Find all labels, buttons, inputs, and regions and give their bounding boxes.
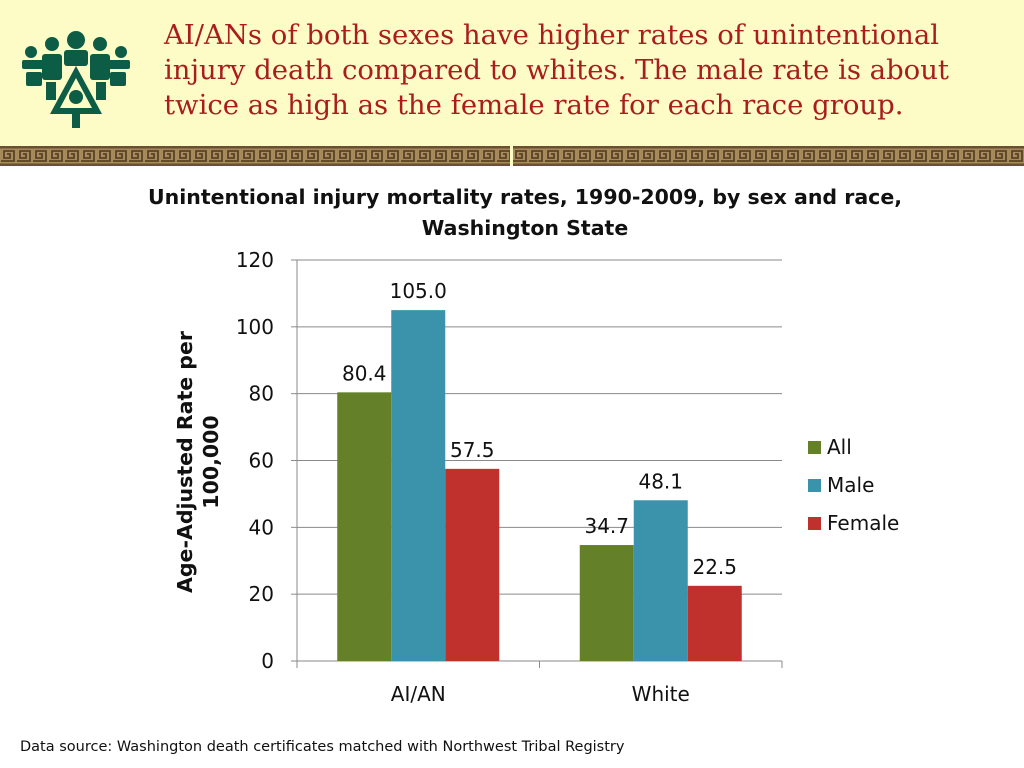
- data-label: 34.7: [584, 514, 629, 538]
- tribal-figures-logo-icon: [22, 31, 130, 128]
- decorative-pattern-band: [0, 146, 1024, 166]
- chart-title: Unintentional injury mortality rates, 19…: [147, 185, 903, 240]
- legend-label-all: All: [827, 435, 852, 459]
- y-tick-label: 20: [249, 582, 274, 606]
- bar-male: [633, 500, 688, 661]
- slide-headline: AI/ANs of both sexes have higher rates o…: [164, 19, 949, 121]
- data-source-note: Data source: Washington death certificat…: [20, 739, 625, 755]
- y-tick-label: 60: [249, 449, 274, 473]
- legend-item-male: Male: [808, 466, 899, 504]
- legend-label-male: Male: [827, 473, 875, 497]
- chart-legend: All Male Female: [808, 428, 899, 542]
- bar-all: [337, 392, 392, 661]
- x-tick-label: White: [632, 682, 690, 706]
- slide-header: AI/ANs of both sexes have higher rates o…: [0, 0, 1024, 146]
- data-label: 80.4: [342, 361, 387, 385]
- legend-swatch-all: [808, 440, 821, 454]
- bar-female: [687, 585, 742, 661]
- legend-swatch-female: [808, 516, 821, 530]
- data-label: 105.0: [390, 279, 447, 303]
- data-label: 22.5: [692, 555, 737, 579]
- x-tick-label: AI/AN: [391, 682, 446, 706]
- legend-item-female: Female: [808, 504, 899, 542]
- bar-male: [391, 310, 446, 661]
- bar-female: [445, 468, 500, 661]
- legend-label-female: Female: [827, 511, 900, 535]
- y-tick-label: 120: [236, 248, 274, 272]
- legend-swatch-male: [808, 478, 821, 492]
- bar-all: [579, 545, 634, 661]
- y-tick-label: 80: [249, 382, 274, 406]
- data-label: 57.5: [450, 438, 495, 462]
- y-tick-label: 0: [261, 649, 274, 673]
- y-tick-label: 40: [249, 515, 274, 539]
- y-tick-label: 100: [236, 315, 274, 339]
- data-label: 48.1: [638, 469, 683, 493]
- legend-item-all: All: [808, 428, 899, 466]
